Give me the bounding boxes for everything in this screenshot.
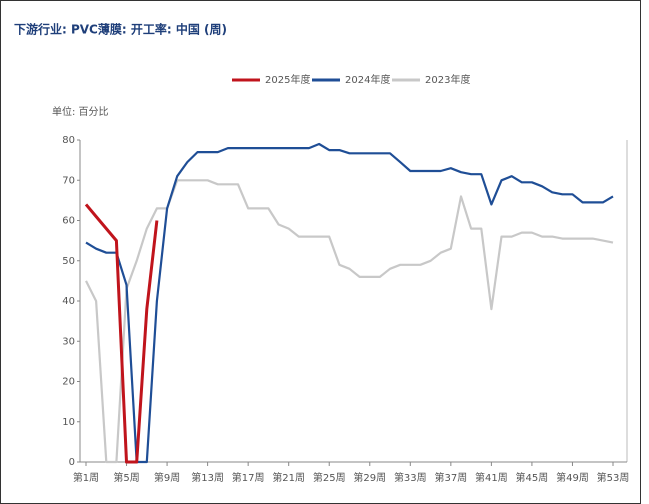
legend-label: 2024年度 [345, 73, 390, 86]
x-tick-label: 第33周 [394, 471, 427, 484]
x-tick-label: 第13周 [191, 471, 224, 484]
x-tick-label: 第37周 [434, 471, 467, 484]
y-tick-label: 50 [62, 256, 75, 267]
x-tick-label: 第5周 [113, 471, 139, 484]
y-tick-label: 20 [62, 377, 75, 388]
x-tick-label: 第17周 [232, 471, 265, 484]
legend-label: 2023年度 [425, 73, 470, 86]
y-tick-label: 80 [62, 135, 75, 146]
y-tick-label: 10 [62, 417, 75, 428]
x-tick-label: 第49周 [556, 471, 589, 484]
y-axis-label: 单位: 百分比 [52, 105, 109, 118]
y-tick-label: 70 [62, 175, 75, 186]
x-tick-label: 第1周 [73, 471, 99, 484]
x-tick-label: 第25周 [313, 471, 346, 484]
series-line [85, 142, 614, 464]
x-tick-label: 第53周 [597, 471, 630, 484]
legend-label: 2025年度 [265, 73, 310, 86]
y-tick-label: 30 [62, 336, 75, 347]
y-tick-label: 60 [62, 216, 75, 227]
x-tick-label: 第29周 [353, 471, 386, 484]
y-tick-label: 40 [62, 296, 75, 307]
x-tick-label: 第41周 [475, 471, 508, 484]
x-tick-label: 第45周 [516, 471, 549, 484]
series-line [84, 203, 159, 464]
x-tick-label: 第9周 [154, 471, 180, 484]
chart-title: 下游行业: PVC薄膜: 开工率: 中国 (周) [14, 22, 227, 37]
x-tick-label: 第21周 [272, 471, 305, 484]
y-tick-label: 0 [69, 457, 75, 468]
